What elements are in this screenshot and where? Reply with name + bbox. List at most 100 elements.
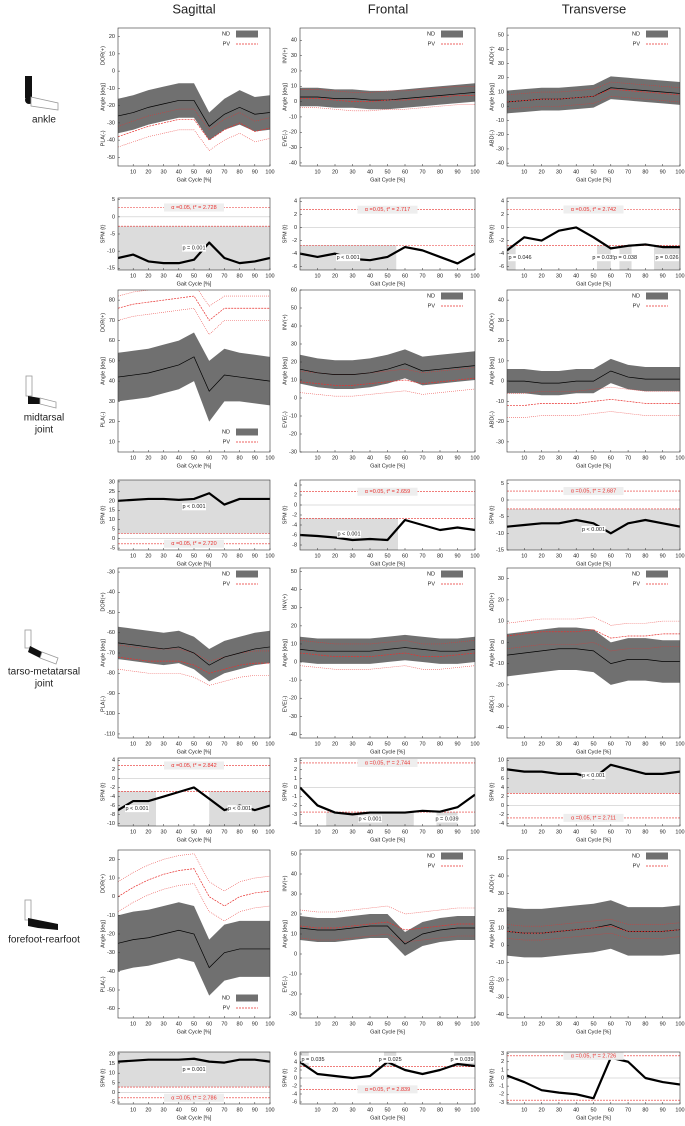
p-label: p = 0.039: [435, 816, 458, 822]
x-tick-label: 70: [419, 169, 425, 175]
y-tick-label: 4: [112, 758, 115, 764]
x-tick-label: 30: [161, 741, 167, 747]
x-tick-label: 30: [161, 169, 167, 175]
y-tick-label: 10: [498, 619, 504, 625]
column-title: Frontal: [368, 1, 409, 16]
x-tick-label: 100: [675, 829, 684, 835]
x-tick-label: 80: [237, 273, 243, 279]
y-axis-label: Angle [deg]: [282, 357, 288, 385]
x-tick-label: 20: [145, 169, 151, 175]
y-tick-label: -10: [107, 913, 115, 919]
mean-line: [118, 929, 270, 969]
plot-area: α =0.05, t* = 2.687 p < 0.001: [507, 487, 680, 550]
x-tick-label: 40: [367, 741, 373, 747]
panel: ND PV 10 20 30 40 50 60 70 80 90 100 Gait Cycle [%] 8…: [100, 289, 275, 469]
y-tick-label: -1: [499, 1084, 504, 1090]
p-label-bg: [125, 805, 149, 813]
x-tick-label: 20: [332, 273, 338, 279]
y-tick-label: 5: [112, 527, 115, 533]
x-tick-label: 50: [191, 1107, 197, 1113]
y-tick-label: -2: [499, 238, 504, 244]
y-tick-label: -6: [292, 264, 297, 270]
annotation-bg: [563, 813, 624, 822]
y-tick-label: 20: [498, 338, 504, 344]
y-tick-label: -100: [104, 711, 115, 717]
sd-line: [507, 386, 680, 394]
y-tick-label: -90: [107, 691, 115, 697]
legend-label: ND: [632, 571, 640, 577]
p-label-bg: [301, 1055, 325, 1063]
y-axis-label: SPM {t}: [282, 783, 288, 802]
y-tick-label: -30: [289, 449, 297, 455]
x-tick-label: 60: [206, 1107, 212, 1113]
row-label: joint: [34, 679, 54, 690]
x-tick-label: 60: [402, 455, 408, 461]
y-tick-label: 2: [501, 1059, 504, 1065]
x-axis-label: Gait Cycle [%]: [576, 463, 611, 469]
x-tick-label: 70: [221, 169, 227, 175]
y-tick-label: 2: [112, 767, 115, 773]
y-tick-label: 10: [109, 51, 115, 57]
y-tick-label: 30: [498, 61, 504, 67]
spm-curve: [300, 245, 475, 265]
annotation: α =0.05, t* = 2.720: [171, 541, 216, 547]
x-tick-label: 50: [384, 169, 390, 175]
plot-area: ND PV: [300, 852, 475, 956]
x-tick-label: 40: [573, 455, 579, 461]
y-tick-label: -40: [496, 1012, 504, 1018]
y-tick-label: -2: [110, 785, 115, 791]
y-tick-label: 0: [294, 951, 297, 957]
y-axis-positive-label: DOR(+): [100, 313, 106, 332]
p-label: p = 0.001: [182, 246, 205, 252]
x-tick-label: 70: [221, 455, 227, 461]
y-tick-label: 2: [501, 212, 504, 218]
y-tick-label: 20: [291, 359, 297, 365]
x-tick-label: 70: [419, 1021, 425, 1027]
x-tick-label: 90: [660, 553, 666, 559]
mean-line: [300, 647, 475, 652]
y-tick-label: 50: [109, 358, 115, 364]
legend-label: ND: [427, 571, 435, 577]
x-axis-label: Gait Cycle [%]: [177, 463, 212, 469]
x-tick-label: 50: [384, 1107, 390, 1113]
y-axis-label: Angle [deg]: [489, 83, 495, 111]
y-tick-label: -2: [292, 238, 297, 244]
y-tick-label: -110: [104, 731, 115, 737]
y-tick-label: -15: [496, 547, 504, 553]
y-tick-label: 1: [294, 776, 297, 782]
mean-line: [507, 925, 680, 934]
y-axis-label: SPM {t}: [100, 225, 106, 244]
x-tick-label: 60: [608, 1021, 614, 1027]
legend-label: PV: [633, 863, 641, 869]
x-tick-label: 10: [130, 455, 136, 461]
y-tick-label: 1: [501, 1067, 504, 1073]
spm-curve: [507, 518, 680, 535]
legend-label: ND: [222, 31, 230, 37]
y-axis-positive-label: DOR(+): [100, 874, 106, 893]
mean-line: [507, 398, 680, 406]
x-tick-label: 80: [237, 455, 243, 461]
forefoot: [39, 651, 59, 665]
x-tick-label: 80: [642, 1021, 648, 1027]
x-tick-label: 100: [265, 1021, 274, 1027]
column-title: Sagittal: [172, 1, 215, 16]
plot-area: α =0.05, t* = 2.786 p = 0.001: [118, 1052, 270, 1102]
y-axis-label: SPM {t}: [282, 506, 288, 525]
y-tick-label: -6: [292, 1099, 297, 1105]
row-label: forefoot-rearfoot: [8, 935, 80, 946]
x-tick-label: 100: [675, 273, 684, 279]
x-axis-label: Gait Cycle [%]: [370, 177, 405, 183]
legend-label: ND: [632, 31, 640, 37]
x-tick-label: 90: [454, 273, 460, 279]
x-tick-label: 100: [470, 829, 479, 835]
x-tick-label: 10: [521, 273, 527, 279]
y-tick-label: -80: [107, 671, 115, 677]
y-axis-positive-label: INV(+): [282, 594, 288, 610]
annotation: α =0.05, t* = 2.744: [365, 760, 410, 766]
plot-area: α =0.05, t* = 2.839 p = 0.035 p = 0.025 p =…: [300, 1052, 475, 1094]
y-axis-positive-label: ADD(+): [489, 46, 495, 65]
